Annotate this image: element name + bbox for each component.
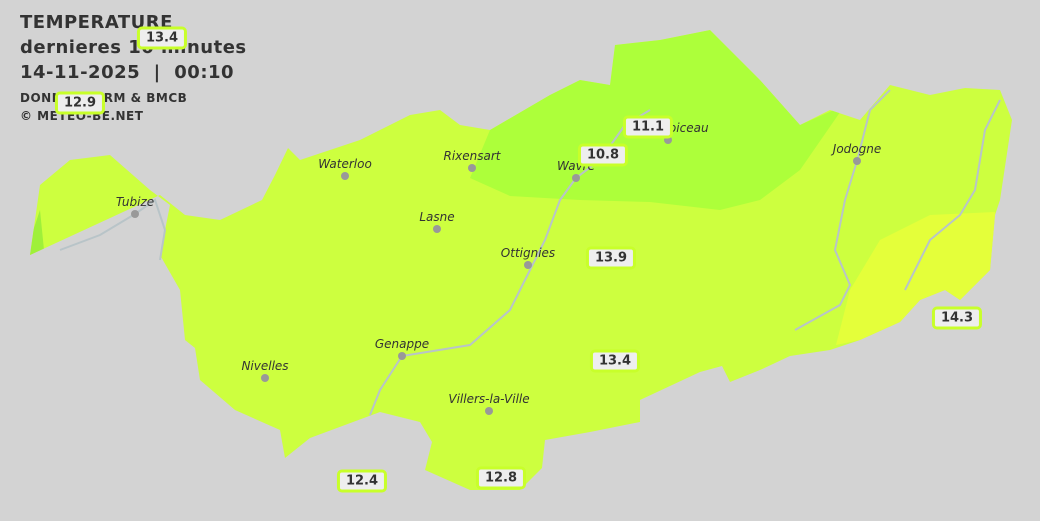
temperature-badge[interactable]: 14.3 [931, 306, 983, 330]
map-datetime: 14-11-2025 | 00:10 [20, 62, 235, 83]
town-marker [524, 261, 532, 269]
copyright: © METEO-BE.NET [20, 109, 144, 123]
town-marker [341, 172, 349, 180]
temperature-badge[interactable]: 12.4 [336, 469, 388, 493]
town-label: Jodogne [832, 142, 882, 156]
town-marker [433, 225, 441, 233]
town-label: Villers-la-Ville [448, 392, 530, 406]
town-marker [261, 374, 269, 382]
town-label: Nivelles [241, 359, 289, 373]
town-marker [398, 352, 406, 360]
town-marker [572, 174, 580, 182]
town-label: Rixensart [443, 149, 501, 163]
temperature-badge[interactable]: 12.9 [54, 91, 106, 115]
town-label: Genappe [374, 337, 430, 351]
town-marker [485, 407, 493, 415]
town-marker [468, 164, 476, 172]
town-label: Ottignies [500, 246, 556, 260]
temperature-badge[interactable]: 10.8 [577, 143, 629, 167]
temperature-badge[interactable]: 13.4 [136, 26, 188, 50]
town-label: Tubize [115, 195, 155, 209]
town-marker [853, 157, 861, 165]
town-marker [664, 136, 672, 144]
temperature-badge[interactable]: 13.9 [585, 246, 637, 270]
town-label: Lasne [419, 210, 455, 224]
town-label: Waterloo [318, 157, 372, 171]
map-subtitle: dernieres 10 minutes [20, 37, 247, 58]
temperature-badge[interactable]: 11.1 [622, 115, 674, 139]
temperature-badge[interactable]: 13.4 [589, 349, 641, 373]
zone-warm [836, 212, 1000, 345]
town-marker [131, 210, 139, 218]
temperature-badge[interactable]: 12.8 [475, 466, 527, 490]
map-title: TEMPERATURE [20, 12, 173, 33]
